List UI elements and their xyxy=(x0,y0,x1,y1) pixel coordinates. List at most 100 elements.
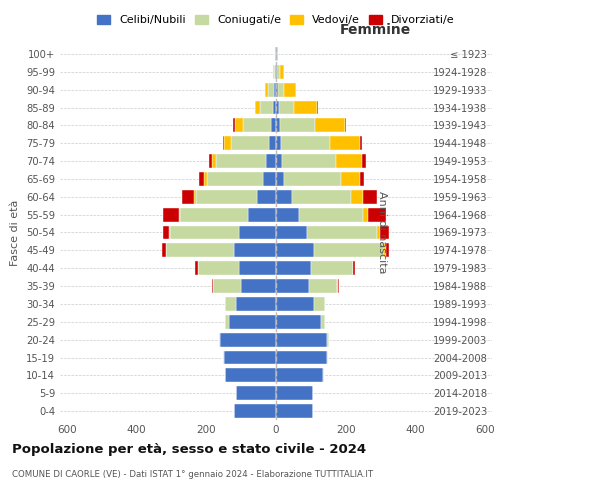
Bar xyxy=(220,332,276,346)
Bar xyxy=(257,190,276,204)
Bar xyxy=(226,368,276,382)
Bar xyxy=(278,82,284,96)
Bar xyxy=(255,100,260,114)
Bar xyxy=(269,136,276,150)
Y-axis label: Fasce di età: Fasce di età xyxy=(10,200,20,266)
Text: Popolazione per età, sesso e stato civile - 2024: Popolazione per età, sesso e stato civil… xyxy=(12,442,366,456)
Bar xyxy=(229,315,276,329)
Bar xyxy=(314,244,384,258)
Bar xyxy=(276,136,281,150)
Bar xyxy=(295,100,317,114)
Bar xyxy=(276,190,292,204)
Bar xyxy=(281,136,330,150)
Bar xyxy=(317,100,318,114)
Bar xyxy=(276,82,278,96)
Bar xyxy=(275,47,276,61)
Bar xyxy=(280,65,284,78)
Bar xyxy=(207,172,263,186)
Bar xyxy=(194,190,196,204)
Text: COMUNE DI CAORLE (VE) - Dati ISTAT 1° gennaio 2024 - Elaborazione TUTTITALIA.IT: COMUNE DI CAORLE (VE) - Dati ISTAT 1° ge… xyxy=(12,470,373,479)
Bar xyxy=(276,404,313,418)
Bar xyxy=(315,118,344,132)
Bar xyxy=(276,154,282,168)
Bar xyxy=(226,297,236,311)
Bar xyxy=(212,279,213,293)
Bar xyxy=(243,118,271,132)
Bar xyxy=(307,226,377,239)
Bar xyxy=(276,261,311,275)
Bar xyxy=(284,172,341,186)
Bar xyxy=(182,190,194,204)
Bar xyxy=(292,190,351,204)
Bar xyxy=(341,172,361,186)
Bar xyxy=(276,332,326,346)
Bar xyxy=(276,244,314,258)
Y-axis label: Anni di nascita: Anni di nascita xyxy=(377,191,387,274)
Bar xyxy=(236,297,276,311)
Bar xyxy=(226,315,229,329)
Bar xyxy=(223,136,224,150)
Bar xyxy=(234,244,276,258)
Bar xyxy=(199,172,204,186)
Bar xyxy=(263,172,276,186)
Bar xyxy=(276,47,277,61)
Bar xyxy=(248,208,276,222)
Bar xyxy=(311,261,353,275)
Bar xyxy=(163,208,179,222)
Bar xyxy=(363,208,368,222)
Bar xyxy=(344,118,346,132)
Bar xyxy=(380,226,389,239)
Bar xyxy=(359,136,362,150)
Bar xyxy=(337,279,338,293)
Bar xyxy=(276,350,326,364)
Bar xyxy=(351,190,363,204)
Bar xyxy=(197,261,239,275)
Bar xyxy=(163,226,169,239)
Bar xyxy=(275,65,276,78)
Bar xyxy=(276,65,277,78)
Bar xyxy=(268,82,274,96)
Bar xyxy=(326,332,329,346)
Bar xyxy=(260,100,273,114)
Bar xyxy=(196,190,257,204)
Bar xyxy=(169,226,170,239)
Bar xyxy=(216,154,266,168)
Bar xyxy=(330,136,359,150)
Bar xyxy=(284,82,296,96)
Bar xyxy=(280,118,315,132)
Bar xyxy=(213,279,241,293)
Bar xyxy=(276,226,307,239)
Bar xyxy=(353,261,355,275)
Bar xyxy=(361,172,364,186)
Bar xyxy=(235,118,243,132)
Bar xyxy=(273,100,276,114)
Bar xyxy=(377,226,380,239)
Bar xyxy=(204,172,207,186)
Bar xyxy=(276,279,309,293)
Bar xyxy=(241,279,276,293)
Bar xyxy=(274,65,275,78)
Bar xyxy=(179,208,180,222)
Bar xyxy=(362,154,366,168)
Bar xyxy=(166,244,234,258)
Bar xyxy=(338,279,339,293)
Bar xyxy=(212,154,216,168)
Bar xyxy=(239,261,276,275)
Bar xyxy=(276,208,299,222)
Bar xyxy=(314,297,325,311)
Bar xyxy=(223,350,224,364)
Bar xyxy=(265,82,268,96)
Bar xyxy=(218,332,220,346)
Bar xyxy=(224,350,276,364)
Bar xyxy=(276,297,314,311)
Bar xyxy=(195,261,197,275)
Bar xyxy=(271,118,276,132)
Bar xyxy=(384,244,386,258)
Legend: Celibi/Nubili, Coniugati/e, Vedovi/e, Divorziati/e: Celibi/Nubili, Coniugati/e, Vedovi/e, Di… xyxy=(93,10,459,30)
Bar xyxy=(170,226,239,239)
Bar xyxy=(282,154,336,168)
Bar xyxy=(336,154,362,168)
Bar xyxy=(225,368,226,382)
Bar xyxy=(276,386,313,400)
Bar xyxy=(276,172,284,186)
